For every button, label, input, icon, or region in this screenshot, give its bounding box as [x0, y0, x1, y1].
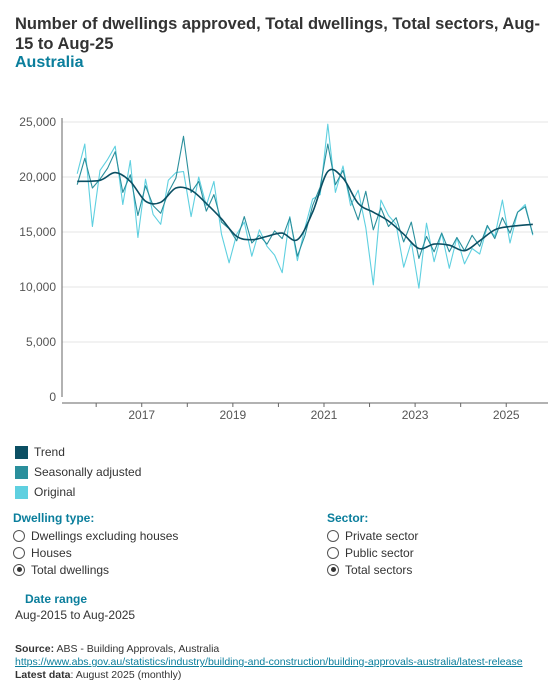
legend-item-original[interactable]: Original	[15, 482, 141, 502]
source-line: Source: ABS - Building Approvals, Austra…	[15, 643, 523, 656]
chart-legend: Trend Seasonally adjusted Original	[15, 442, 141, 502]
sector-option-label: Public sector	[345, 545, 414, 560]
y-tick-label: 20,000	[19, 170, 56, 184]
y-tick-label: 5,000	[26, 335, 56, 349]
y-tick-label: 10,000	[19, 280, 56, 294]
legend-swatch-seasonally-adjusted	[15, 465, 28, 479]
dwelling-option-total[interactable]: Total dwellings	[13, 561, 178, 578]
grid-lines	[62, 121, 548, 343]
source-label: Source:	[15, 643, 55, 655]
sector-option-total[interactable]: Total sectors	[327, 561, 418, 578]
latest-data-line: Latest data: August 2025 (monthly)	[15, 669, 523, 682]
dwelling-option-label: Total dwellings	[31, 562, 110, 577]
latest-data-text: : August 2025 (monthly)	[70, 669, 182, 681]
dwelling-option-label: Dwellings excluding houses	[31, 528, 179, 543]
dwelling-type-heading: Dwelling type:	[13, 511, 95, 525]
dwelling-option-label: Houses	[31, 545, 72, 560]
legend-item-trend[interactable]: Trend	[15, 442, 141, 462]
radio-total-dwellings[interactable]	[13, 563, 25, 576]
radio-private-sector[interactable]	[327, 529, 339, 542]
legend-swatch-trend	[15, 445, 28, 459]
x-axis: 2017 2019 2021 2023 2025	[62, 402, 548, 420]
y-tick-label: 25,000	[19, 115, 56, 129]
series-lines	[76, 123, 534, 289]
series-line-original	[76, 123, 534, 289]
legend-label-trend: Trend	[34, 445, 65, 459]
series-line-seasonally-adjusted	[76, 135, 534, 259]
legend-label-seasonally-adjusted: Seasonally adjusted	[34, 465, 142, 479]
x-tick-label: 2025	[493, 408, 520, 420]
sector-option-label: Private sector	[345, 528, 419, 543]
sector-option-private[interactable]: Private sector	[327, 527, 418, 544]
sector-option-label: Total sectors	[345, 562, 413, 577]
source-block: Source: ABS - Building Approvals, Austra…	[15, 643, 523, 682]
dwelling-option-excluding-houses[interactable]: Dwellings excluding houses	[13, 527, 178, 544]
legend-swatch-original	[15, 485, 28, 499]
source-url-line: https://www.abs.gov.au/statistics/indust…	[15, 656, 523, 669]
dwelling-type-filter: Dwelling type: Dwellings excluding house…	[13, 511, 178, 578]
y-axis: 0 5,000 10,000 15,000 20,000 25,000	[19, 115, 63, 404]
date-range: Date range Aug-2015 to Aug-2025	[15, 592, 135, 622]
sector-option-public[interactable]: Public sector	[327, 544, 418, 561]
chart-title: Number of dwellings approved, Total dwel…	[15, 15, 540, 53]
radio-total-sectors[interactable]	[327, 563, 339, 576]
dwelling-option-houses[interactable]: Houses	[13, 544, 178, 561]
latest-data-label: Latest data	[15, 669, 71, 681]
x-tick-label: 2019	[220, 408, 247, 420]
source-text: ABS - Building Approvals, Australia	[56, 643, 220, 655]
x-tick-label: 2017	[128, 408, 155, 420]
chart-subtitle: Australia	[15, 54, 84, 71]
sector-heading: Sector:	[327, 511, 369, 525]
y-tick-label: 0	[49, 390, 56, 404]
sector-filter: Sector: Private sector Public sector Tot…	[327, 511, 418, 578]
source-link[interactable]: https://www.abs.gov.au/statistics/indust…	[15, 656, 523, 668]
x-tick-label: 2021	[311, 408, 338, 420]
radio-public-sector[interactable]	[327, 546, 339, 559]
legend-item-seasonally-adjusted[interactable]: Seasonally adjusted	[15, 462, 141, 482]
legend-label-original: Original	[34, 485, 76, 499]
radio-dwellings-excluding-houses[interactable]	[13, 529, 25, 542]
radio-houses[interactable]	[13, 546, 25, 559]
series-line-trend	[77, 168, 533, 252]
x-tick-label: 2023	[402, 408, 429, 420]
y-tick-label: 15,000	[19, 225, 56, 239]
date-range-value: Aug-2015 to Aug-2025	[15, 608, 136, 622]
date-range-heading: Date range	[25, 592, 88, 606]
